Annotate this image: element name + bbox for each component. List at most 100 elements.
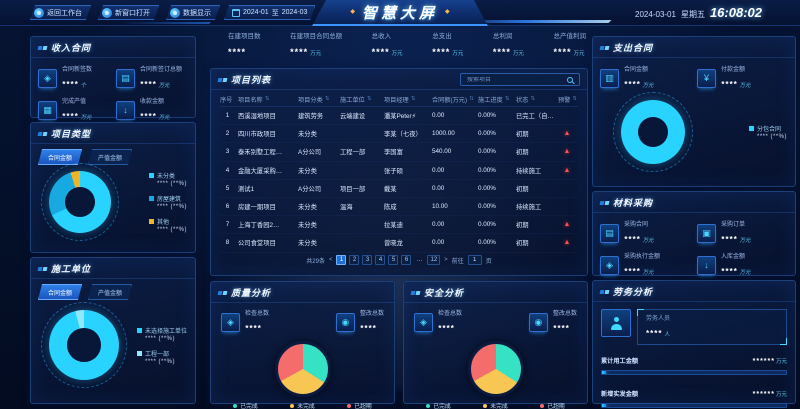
- construction-unit-donut-chart: [49, 310, 119, 380]
- next-page-button[interactable]: >: [444, 257, 448, 263]
- current-weekday: 星期五: [680, 10, 705, 19]
- prev-page-button[interactable]: <: [328, 257, 333, 263]
- expense-legend: 分包合同 **** (**%): [748, 124, 789, 140]
- topbar-button[interactable]: 数据显示: [166, 5, 220, 20]
- table-row[interactable]: 7 上海丁香园2… 未分类 拉某迪 0.00 0.00% 初期 ▲: [220, 216, 578, 235]
- page-button[interactable]: 1: [336, 255, 347, 265]
- topbar-button-label: 数据显示: [183, 9, 211, 17]
- panel-material-purchasing: 材料采购 ▤ 采购合同 **** 万元 ▣ 采购订单 **** 万元: [592, 191, 796, 276]
- construction-unit-tabs: 合同金额 产值金额: [31, 279, 195, 302]
- tab[interactable]: 产值金额: [88, 149, 132, 165]
- project-search[interactable]: [460, 73, 580, 86]
- column-header[interactable]: 合同额(万元) ⇅: [432, 96, 474, 104]
- table-body: 1 西溪湿地项目 建筑劳务 云端建设 潘某Peter⚡ 0.00 0.00% 已…: [220, 107, 578, 253]
- topbar-button[interactable]: 返回工作台: [30, 5, 91, 20]
- column-header[interactable]: 状态 ⇅: [516, 96, 535, 104]
- stat-label: 采购执行金额: [624, 254, 661, 260]
- date-range-picker[interactable]: 2024-01 至 2024-03: [224, 5, 315, 20]
- quality-pie-chart: [274, 341, 331, 397]
- inbound-icon: ↓: [704, 259, 709, 270]
- panel-header: 劳务分析: [593, 281, 795, 302]
- column-header[interactable]: 项目分类 ⇅: [298, 96, 330, 104]
- safety-legend: 已完成 **** 未完成 **** 已超期 ****: [404, 397, 587, 409]
- panel-safety-analysis: 安全分析 ◈ 检查总数 **** ◉ 整改总数 ****: [403, 281, 588, 409]
- stat-label: 合同金额: [624, 67, 649, 73]
- kpi-label: 总支出: [432, 33, 452, 40]
- panel-title: 项目类型: [51, 129, 92, 139]
- date-range-end[interactable]: 2024-03: [281, 9, 308, 16]
- panel-title: 收入合同: [51, 43, 92, 53]
- cell-status: 初期: [516, 131, 529, 139]
- panel-title: 施工单位: [51, 264, 92, 274]
- cell-index: 7: [225, 221, 230, 229]
- search-icon[interactable]: [567, 76, 573, 83]
- stat-card: ▦ 完成产值 **** 万元: [38, 96, 110, 124]
- column-header[interactable]: 施工单位 ⇅: [340, 96, 372, 104]
- date-range-start[interactable]: 2024-01: [243, 9, 269, 16]
- legend-marker: [136, 327, 142, 333]
- stat-value: **** 万元: [62, 112, 92, 121]
- legend-marker: [148, 173, 154, 178]
- panel-bullet-icon: [37, 131, 48, 136]
- column-header[interactable]: 项目名称 ⇅: [238, 96, 270, 104]
- title-spark-right-icon: ◆: [445, 9, 450, 15]
- legend-item: 未完成 ****: [483, 401, 508, 409]
- table-row[interactable]: 5 测试1 A分公司 项目一部 戴某 0.00 0.00% 初期 ▲: [220, 180, 578, 198]
- bar-label: 累计用工金额: [601, 358, 639, 365]
- stat-label: 采购订单: [721, 222, 746, 228]
- labor-bar: 累计用工金额 ******万元: [601, 350, 787, 375]
- panel-header: 质量分析: [211, 282, 394, 303]
- topbar-button-label: 返回工作台: [47, 9, 82, 17]
- page-button[interactable]: 12: [427, 255, 441, 265]
- tab[interactable]: 合同金额: [38, 284, 82, 300]
- table-row[interactable]: 2 四川市政项目 未分类 李某（七夜） 1000.00 0.00% 初期 ▲: [220, 125, 578, 144]
- cell-project-name: 测试1: [238, 185, 255, 193]
- cell-amount: 0.00: [432, 239, 445, 247]
- bar-label: 新增实发金额: [601, 391, 639, 398]
- page-title: 智慧大屏: [361, 4, 438, 22]
- panel-title: 项目列表: [231, 75, 272, 85]
- column-header[interactable]: 施工进度 ⇅: [478, 96, 510, 104]
- cell-amount: 0.00: [432, 112, 445, 120]
- search-input[interactable]: [467, 76, 563, 83]
- legend-item: 分包合同 **** (**%): [748, 124, 787, 140]
- cell-index: 5: [225, 184, 230, 192]
- legend-marker: [148, 196, 154, 201]
- column-header[interactable]: 序号⇅: [220, 96, 233, 104]
- window-icon: [102, 8, 112, 18]
- column-header[interactable]: 项目经理 ⇅: [384, 96, 416, 104]
- page-button[interactable]: 3: [362, 255, 373, 265]
- column-header[interactable]: 预警⇅: [558, 95, 576, 104]
- kpi-label: 在建项目合同总额: [290, 33, 343, 40]
- legend-value: **** (**%): [156, 181, 187, 187]
- cell-project-name: 房建一期项目: [238, 204, 276, 212]
- goto-label: 前往: [451, 258, 464, 265]
- table-row[interactable]: 1 西溪湿地项目 建筑劳务 云端建设 潘某Peter⚡ 0.00 0.00% 已…: [220, 107, 578, 126]
- table-row[interactable]: 3 泰禾别墅工程… A分公司 工程一部 李国富 540.00 0.00% 初期 …: [220, 143, 578, 162]
- topbar-button[interactable]: 新窗口打开: [98, 5, 159, 20]
- kpi-item: 总产值利润 **** 万元: [553, 30, 586, 58]
- labor-count-field: 劳务人员 **** 人: [637, 309, 787, 345]
- page-button[interactable]: 4: [375, 255, 386, 265]
- page-button[interactable]: …: [416, 257, 423, 263]
- panel-quality-analysis: 质量分析 ◈ 检查总数 **** ◉ 整改总数 ****: [210, 281, 395, 409]
- cell-project-name: 西溪湿地项目: [238, 113, 276, 121]
- stat-value: **** 万元: [624, 80, 654, 89]
- table-row[interactable]: 4 金融大厦采购… 未分类 张子硕 0.00 0.00% 持续施工 ▲: [220, 162, 578, 180]
- topbar: 返回工作台 新窗口打开 数据显示 2024-01 至 2024-03 ◆ 智: [0, 0, 800, 26]
- panel-construction-unit: 施工单位 合同金额 产值金额 未选择施工单位 **** (**%) 工程一部: [30, 257, 196, 404]
- kpi-item: 在建项目合同总额 **** 万元: [290, 30, 342, 58]
- page-input[interactable]: [467, 255, 482, 265]
- table-row[interactable]: 6 房建一期项目 未分类 温海 陈成 10.00 0.00% 持续施工 ▲: [220, 198, 578, 217]
- stat-value: **** 万元: [140, 80, 170, 89]
- legend-label: 分包合同: [756, 127, 781, 133]
- table-row[interactable]: 8 公司食堂项目 未分类 曾晓龙 0.00 0.00% 初期 ▲: [220, 234, 578, 253]
- page-button[interactable]: 5: [388, 255, 399, 265]
- tab[interactable]: 产值金额: [88, 284, 132, 300]
- page-button[interactable]: 2: [349, 255, 360, 265]
- kpi-item: 总利润 **** 万元: [493, 30, 524, 58]
- legend-marker: [483, 403, 488, 408]
- purchase-exec-icon: ◈: [606, 259, 613, 270]
- page-button[interactable]: 6: [401, 255, 412, 265]
- legend-value: **** (**%): [156, 227, 187, 233]
